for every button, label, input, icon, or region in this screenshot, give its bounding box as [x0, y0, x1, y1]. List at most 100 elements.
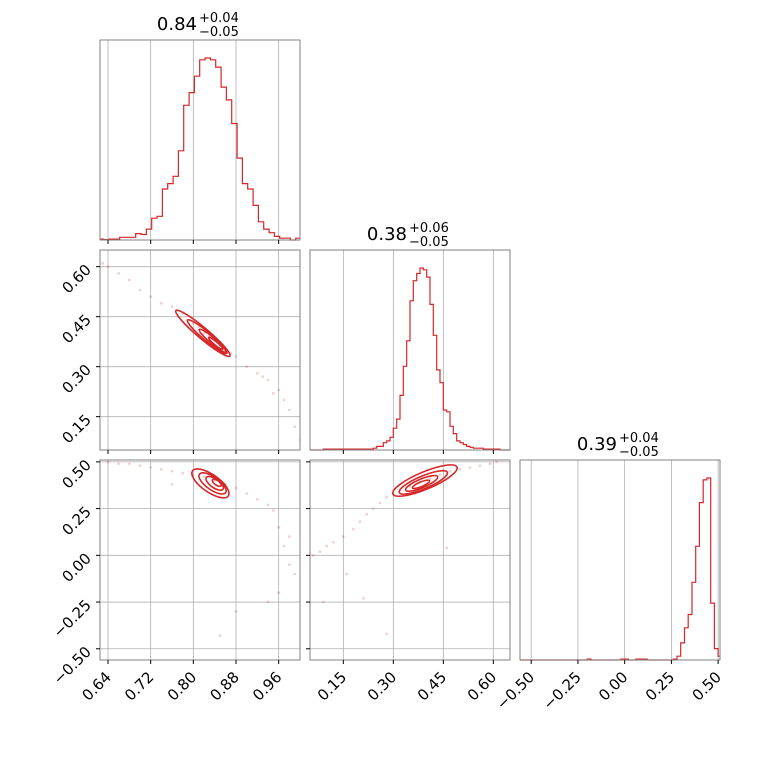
contour-line	[198, 328, 227, 353]
scatter-point	[266, 503, 270, 507]
contour-line	[211, 478, 223, 488]
histogram-p1: 0.38 +0.06−0.05	[309, 221, 511, 454]
x-tick-label: 0.30	[364, 668, 400, 704]
scatter-point	[287, 563, 291, 567]
scatter-point	[325, 544, 329, 548]
y-tick-label: 0.60	[58, 261, 94, 297]
panel-frame	[99, 249, 301, 451]
panel-frame	[519, 459, 721, 661]
param-title: 0.84 +0.04−0.05	[157, 11, 239, 40]
contour-line	[186, 318, 228, 355]
histogram-p0: 0.84 +0.04−0.05	[99, 11, 301, 244]
scatter-point	[371, 507, 375, 510]
scatter-p0-p2: 0.64 0.72 0.80 0.88 0.96−0.50−0.250.000.250.…	[50, 456, 301, 704]
scatter-point	[149, 466, 153, 469]
scatter-point	[266, 600, 270, 604]
scatter-point	[159, 301, 163, 305]
scatter-point	[277, 525, 281, 529]
histogram-line	[310, 267, 510, 451]
y-tick-label: 0.15	[58, 411, 94, 447]
scatter-point	[445, 546, 449, 550]
scatter-point	[117, 462, 121, 466]
histogram-p2: −0.50 −0.25 0.00 0.25 0.50 0.39 +0.04−0.05	[493, 431, 725, 713]
scatter-point	[106, 265, 110, 269]
panel-frame	[99, 459, 301, 661]
x-tick-label: −0.25	[540, 668, 585, 713]
histogram-line	[520, 477, 720, 661]
scatter-point	[170, 469, 174, 473]
x-tick-label: −0.50	[493, 668, 538, 713]
scatter-point	[358, 520, 362, 524]
param-title-minus: −0.05	[199, 25, 239, 40]
scatter-point	[378, 501, 382, 505]
panel-frame	[309, 459, 511, 661]
scatter-point	[101, 261, 105, 265]
scatter-point	[365, 512, 369, 516]
param-title-minus: −0.05	[619, 445, 659, 460]
param-title: 0.39 +0.04−0.05	[577, 431, 659, 460]
scatter-layer	[106, 460, 297, 638]
param-title-value: 0.39	[577, 434, 617, 455]
x-tick-label: 0.00	[595, 668, 631, 704]
scatter-point	[181, 471, 185, 475]
scatter-point	[293, 572, 297, 576]
x-tick-label: 0.15	[314, 668, 350, 704]
scatter-point	[261, 375, 265, 379]
scatter-point	[287, 535, 291, 539]
contour-line	[404, 474, 439, 493]
param-title-value: 0.38	[367, 224, 407, 245]
scatter-point	[106, 460, 110, 464]
contour-line	[191, 468, 230, 499]
scatter-point	[218, 634, 222, 638]
scatter-point	[255, 371, 259, 375]
y-tick-label: 0.45	[58, 311, 94, 347]
scatter-point	[271, 391, 275, 395]
y-tick-label: 0.30	[58, 361, 94, 397]
scatter-point	[448, 469, 452, 473]
scatter-point	[255, 497, 259, 501]
panel-frame	[309, 249, 511, 451]
scatter-point	[277, 591, 281, 595]
scatter-point	[321, 600, 325, 604]
scatter-point	[234, 610, 238, 613]
scatter-point	[234, 486, 238, 490]
contour-line	[398, 469, 449, 495]
x-tick-label: 0.96	[249, 668, 285, 704]
contour-line	[174, 309, 231, 358]
scatter-point	[385, 632, 389, 636]
scatter-p1-p2: 0.15 0.30 0.45 0.60	[306, 459, 511, 704]
scatter-layer	[101, 261, 300, 442]
scatter-p0-p1: 0.15 0.30 0.45 0.60	[58, 249, 301, 454]
scatter-point	[202, 475, 206, 479]
scatter-point	[345, 572, 349, 576]
contour-line	[198, 472, 227, 495]
scatter-point	[385, 495, 389, 499]
scatter-point	[245, 365, 249, 369]
param-title-plus: +0.04	[619, 431, 659, 446]
scatter-point	[293, 425, 297, 429]
contour-line	[207, 336, 224, 351]
scatter-point	[331, 540, 335, 544]
scatter-point	[318, 550, 322, 553]
scatter-point	[127, 278, 131, 282]
scatter-point	[117, 271, 121, 275]
scatter-point	[245, 492, 249, 496]
scatter-point	[159, 467, 163, 471]
x-tick-label: 0.64	[78, 668, 114, 704]
scatter-point	[170, 305, 174, 309]
y-tick-label: 0.50	[58, 456, 94, 492]
scatter-point	[138, 288, 142, 292]
param-title-plus: +0.04	[199, 11, 239, 26]
x-tick-label: 0.80	[164, 668, 200, 704]
scatter-point	[287, 408, 291, 412]
param-title-value: 0.84	[157, 14, 197, 35]
scatter-point	[428, 477, 432, 481]
scatter-point	[341, 535, 345, 539]
panel-frame	[99, 39, 301, 241]
scatter-point	[495, 460, 499, 464]
scatter-point	[202, 331, 206, 335]
scatter-point	[478, 464, 482, 468]
scatter-point	[266, 378, 270, 382]
scatter-point	[458, 467, 462, 471]
